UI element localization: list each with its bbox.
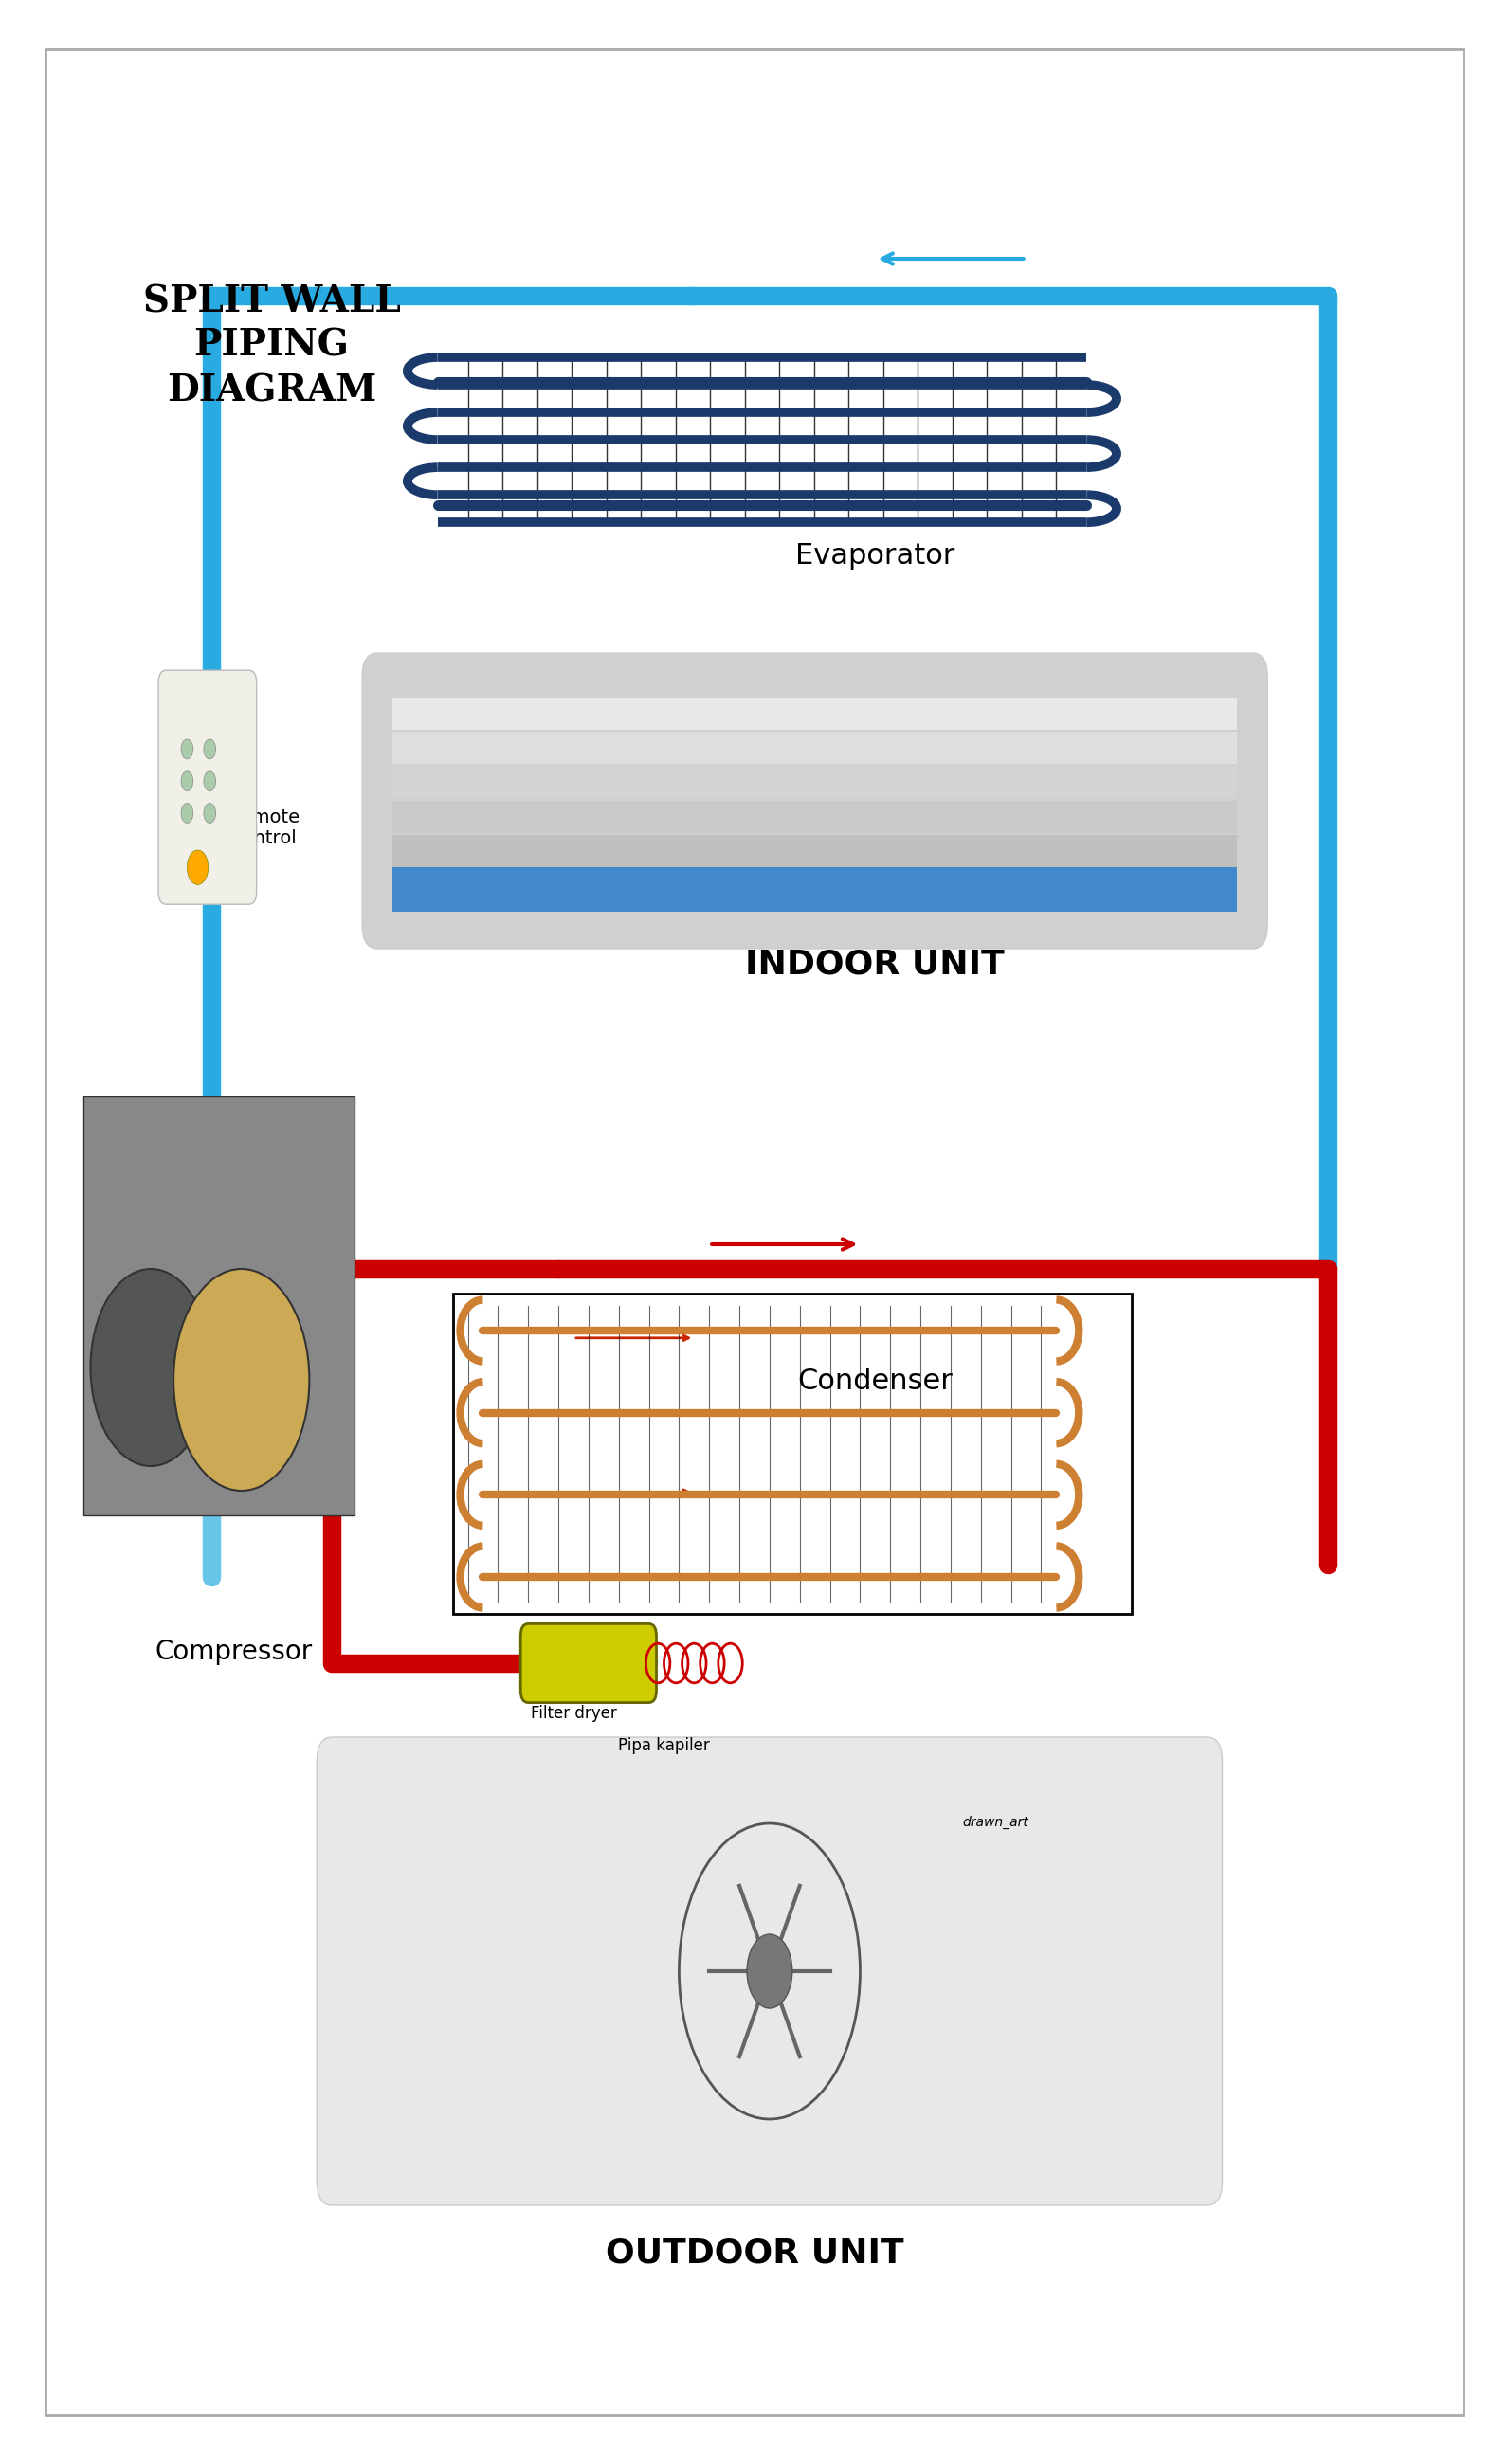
Text: Compressor: Compressor [155, 1639, 312, 1666]
Text: Pipa kapiler: Pipa kapiler [619, 1737, 709, 1754]
FancyBboxPatch shape [392, 732, 1237, 764]
FancyBboxPatch shape [317, 1737, 1222, 2205]
Text: SPLIT WALL
PIPING
DIAGRAM: SPLIT WALL PIPING DIAGRAM [143, 283, 400, 409]
FancyBboxPatch shape [83, 1096, 355, 1515]
Circle shape [204, 771, 216, 791]
FancyBboxPatch shape [392, 835, 1237, 867]
FancyBboxPatch shape [392, 697, 1237, 729]
FancyBboxPatch shape [521, 1624, 656, 1703]
Circle shape [181, 803, 193, 823]
Text: Remote
Control: Remote Control [228, 808, 300, 848]
Text: OUTDOOR UNIT: OUTDOOR UNIT [605, 2237, 904, 2269]
FancyBboxPatch shape [158, 670, 257, 904]
Text: Evaporator: Evaporator [795, 542, 955, 569]
FancyBboxPatch shape [392, 867, 1237, 912]
FancyBboxPatch shape [453, 1294, 1132, 1614]
Circle shape [181, 739, 193, 759]
Circle shape [181, 771, 193, 791]
Text: Filter dryer: Filter dryer [530, 1705, 617, 1722]
FancyBboxPatch shape [362, 653, 1268, 949]
Text: INDOOR UNIT: INDOOR UNIT [745, 949, 1005, 981]
FancyBboxPatch shape [45, 49, 1464, 2415]
FancyBboxPatch shape [392, 766, 1237, 798]
FancyBboxPatch shape [392, 801, 1237, 833]
Circle shape [174, 1269, 309, 1491]
Circle shape [187, 850, 208, 885]
Circle shape [747, 1934, 792, 2008]
Text: drawn_art: drawn_art [963, 1816, 1029, 1828]
Text: Condenser: Condenser [798, 1368, 952, 1395]
Circle shape [204, 803, 216, 823]
Circle shape [204, 739, 216, 759]
Circle shape [91, 1269, 211, 1466]
